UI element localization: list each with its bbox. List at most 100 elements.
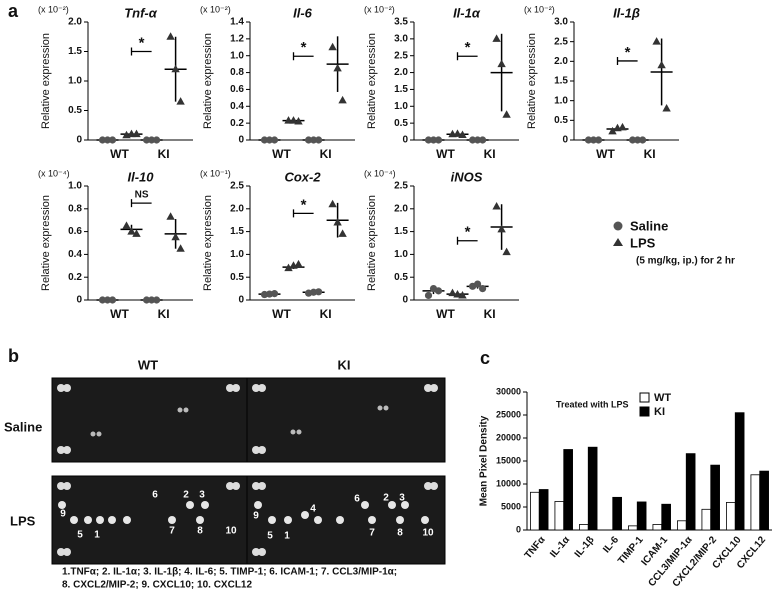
- spot-label: 2: [183, 490, 189, 501]
- lps-point: [502, 110, 511, 118]
- scale-label: (x 10⁻¹): [200, 168, 231, 178]
- bar: [579, 524, 589, 531]
- x-tick-label: WT: [436, 147, 455, 161]
- blot-spot: [252, 482, 260, 490]
- blot-spot: [383, 405, 389, 411]
- lps-point: [492, 202, 501, 210]
- saline-point: [108, 296, 117, 304]
- blot-spot: [57, 446, 65, 454]
- y-axis-label: Relative expression: [202, 33, 214, 129]
- y-tick-label: 2.5: [394, 181, 408, 192]
- spot-label: 10: [422, 528, 434, 539]
- saline-point: [305, 136, 313, 144]
- lps-point: [608, 126, 617, 135]
- y-tick-label: 1.5: [394, 226, 408, 237]
- lps-point: [453, 290, 462, 298]
- saline-point: [434, 136, 443, 144]
- bar: [652, 524, 663, 531]
- y-tick-label: 1.5: [554, 76, 568, 87]
- y-tick-label: 2.0: [394, 203, 408, 214]
- y-tick-label: 2.5: [554, 36, 568, 47]
- blot-spot: [63, 482, 71, 490]
- saline-point: [153, 136, 161, 144]
- significance-label: *: [465, 224, 471, 241]
- blot-spot: [63, 548, 71, 556]
- blot-spot: [63, 384, 71, 392]
- legend-saline-marker: [613, 221, 623, 231]
- significance-label: *: [301, 39, 307, 56]
- blot-spot: [430, 482, 438, 490]
- lps-point: [333, 63, 342, 72]
- y-tick-label: 2.0: [554, 56, 568, 67]
- lps-point: [458, 290, 467, 299]
- lps-point: [176, 97, 185, 105]
- lps-point: [618, 122, 627, 131]
- saline-point: [153, 296, 161, 304]
- blot-spot: [84, 516, 92, 524]
- y-tick-label: 3.0: [554, 17, 568, 28]
- scale-label: (x 10⁻⁴): [38, 168, 70, 178]
- saline-point: [634, 136, 642, 144]
- y-tick-label: 25000: [496, 409, 521, 419]
- blot-spot: [424, 384, 432, 392]
- blot-spot: [70, 516, 78, 524]
- blot-image: [51, 475, 248, 565]
- lps-point: [662, 104, 671, 112]
- x-tick-label: KI: [644, 147, 656, 161]
- lps-point: [166, 212, 175, 220]
- blot-row-label: Saline: [4, 419, 42, 434]
- spot-label: 3: [199, 490, 205, 501]
- blot-spot: [252, 548, 260, 556]
- y-tick-label: 0.5: [394, 272, 408, 283]
- bar: [636, 501, 647, 531]
- lps-point: [492, 34, 501, 42]
- y-tick-label: 2.5: [394, 50, 408, 61]
- lps-point: [122, 221, 131, 229]
- y-tick-label: 1.0: [554, 95, 568, 106]
- scale-label: (x 10⁻²): [364, 4, 395, 14]
- blot-spot: [96, 431, 102, 437]
- saline-point: [589, 136, 598, 144]
- bar: [685, 453, 696, 531]
- blot-spot: [252, 384, 260, 392]
- y-tick-label: 3.0: [394, 33, 408, 44]
- saline-point: [434, 287, 443, 295]
- chart-title: Il-10: [127, 169, 154, 184]
- blot-spot: [268, 516, 276, 524]
- lps-point: [176, 244, 185, 252]
- bar: [554, 501, 565, 531]
- significance-bracket: [292, 209, 314, 218]
- x-tick-label: KI: [320, 147, 332, 161]
- bar: [710, 464, 720, 531]
- bar: [677, 520, 687, 531]
- blot-caption: 1.TNFα; 2. IL-1α; 3. IL-1β; 4. IL-6; 5. …: [62, 567, 397, 578]
- lps-point: [448, 288, 457, 297]
- saline-point: [429, 136, 438, 144]
- saline-point: [310, 136, 318, 144]
- saline-point: [98, 296, 107, 304]
- x-tick-label: IL-6: [601, 534, 621, 555]
- blot-image: [51, 377, 248, 463]
- y-tick-label: 0.8: [68, 203, 82, 214]
- x-tick-label: KI: [484, 147, 496, 161]
- saline-point: [260, 136, 269, 144]
- spot-label: 2: [383, 493, 389, 504]
- y-tick-label: 0.2: [230, 118, 244, 129]
- blot-spot: [63, 446, 71, 454]
- y-tick-label: 0.5: [68, 105, 82, 116]
- blot-spot: [58, 501, 66, 509]
- lps-point: [458, 130, 467, 138]
- bar: [759, 470, 769, 531]
- saline-point: [148, 136, 156, 144]
- blot-column-label: WT: [138, 357, 158, 372]
- legend-swatch: [639, 406, 650, 417]
- y-tick-label: 1.0: [394, 101, 408, 112]
- blot-caption: 8. CXCL2/MIP-2; 9. CXCL10; 10. CXCL12: [62, 580, 252, 590]
- saline-point: [108, 136, 117, 144]
- blot-spot: [196, 516, 204, 524]
- lps-point: [132, 229, 141, 237]
- chart-annotation: Treated with LPS: [556, 399, 629, 409]
- lps-point: [294, 116, 303, 125]
